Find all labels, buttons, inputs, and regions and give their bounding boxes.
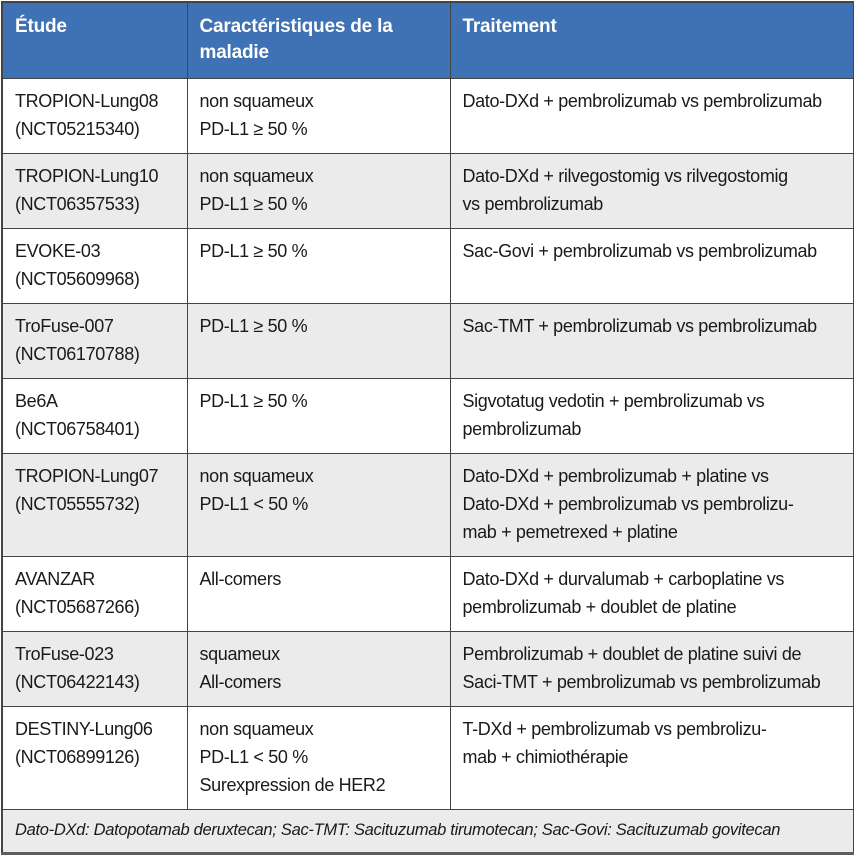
treatment-cell: Sac-Govi + pembrolizumab vs pembrolizuma… bbox=[449, 228, 854, 304]
table-row: EVOKE-03 (NCT05609968) PD-L1 ≥ 50 % Sac-… bbox=[1, 228, 854, 304]
column-header-caracteristiques: Caractéristiques de la maladie bbox=[186, 1, 451, 79]
footnote: Dato-DXd: Datopotamab deruxtecan; Sac-TM… bbox=[1, 809, 854, 854]
disease-cell: All-comers bbox=[186, 556, 451, 632]
treatment-text: Dato-DXd + durvalumab + carboplatine vs … bbox=[462, 569, 785, 617]
disease-cell: non squameux PD-L1 ≥ 50 % bbox=[186, 78, 451, 154]
study-cell: Be6A (NCT06758401) bbox=[1, 378, 188, 454]
table-body: TROPION-Lung08 (NCT05215340) non squameu… bbox=[1, 78, 854, 810]
treatment-text: Dato-DXd + pembrolizumab + platine vs Da… bbox=[462, 466, 794, 542]
table-row: TROPION-Lung10 (NCT06357533) non squameu… bbox=[1, 153, 854, 229]
treatment-cell: Dato-DXd + pembrolizumab + platine vs Da… bbox=[449, 453, 854, 557]
treatment-cell: Sac-TMT + pembrolizumab vs pembrolizumab bbox=[449, 303, 854, 379]
disease-cell: non squameux PD-L1 < 50 % Surexpression … bbox=[186, 706, 451, 810]
table-header: Étude Caractéristiques de la maladie Tra… bbox=[1, 1, 854, 79]
study-cell: TroFuse-007 (NCT06170788) bbox=[1, 303, 188, 379]
treatment-text: Dato-DXd + pembrolizumab vs pembrolizuma… bbox=[462, 91, 823, 111]
study-cell: TROPION-Lung10 (NCT06357533) bbox=[1, 153, 188, 229]
disease-cell: PD-L1 ≥ 50 % bbox=[186, 303, 451, 379]
study-text: TroFuse-007 (NCT06170788) bbox=[15, 316, 140, 364]
table-row: Be6A (NCT06758401) PD-L1 ≥ 50 % Sigvotat… bbox=[1, 378, 854, 454]
header-row: Étude Caractéristiques de la maladie Tra… bbox=[1, 1, 854, 79]
study-cell: DESTINY-Lung06 (NCT06899126) bbox=[1, 706, 188, 810]
treatment-cell: T-DXd + pembrolizumab vs pembrolizu- mab… bbox=[449, 706, 854, 810]
table-row: TroFuse-023 (NCT06422143) squameux All-c… bbox=[1, 631, 854, 707]
treatment-text: Dato-DXd + rilvegostomig vs rilvegostomi… bbox=[462, 166, 789, 214]
disease-text: non squameux PD-L1 < 50 % Surexpression … bbox=[199, 719, 386, 795]
treatment-text: Pembrolizumab + doublet de platine suivi… bbox=[462, 644, 821, 692]
table-footer: Dato-DXd: Datopotamab deruxtecan; Sac-TM… bbox=[1, 809, 854, 854]
table-row: DESTINY-Lung06 (NCT06899126) non squameu… bbox=[1, 706, 854, 810]
treatment-cell: Sigvotatug vedotin + pembrolizumab vs pe… bbox=[449, 378, 854, 454]
disease-text: PD-L1 ≥ 50 % bbox=[199, 241, 308, 261]
disease-cell: PD-L1 ≥ 50 % bbox=[186, 228, 451, 304]
footnote-text: Dato-DXd: Datopotamab deruxtecan; Sac-TM… bbox=[15, 821, 781, 839]
treatment-text: Sac-TMT + pembrolizumab vs pembrolizumab bbox=[462, 316, 818, 336]
table-row: TroFuse-007 (NCT06170788) PD-L1 ≥ 50 % S… bbox=[1, 303, 854, 379]
disease-text: All-comers bbox=[199, 569, 282, 589]
table-row: TROPION-Lung07 (NCT05555732) non squameu… bbox=[1, 453, 854, 557]
study-cell: AVANZAR (NCT05687266) bbox=[1, 556, 188, 632]
study-cell: EVOKE-03 (NCT05609968) bbox=[1, 228, 188, 304]
table-row: AVANZAR (NCT05687266) All-comers Dato-DX… bbox=[1, 556, 854, 632]
disease-text: non squameux PD-L1 ≥ 50 % bbox=[199, 166, 314, 214]
treatment-text: Sac-Govi + pembrolizumab vs pembrolizuma… bbox=[462, 241, 818, 261]
column-header-traitement: Traitement bbox=[449, 1, 854, 79]
treatment-cell: Pembrolizumab + doublet de platine suivi… bbox=[449, 631, 854, 707]
study-text: TROPION-Lung10 (NCT06357533) bbox=[15, 166, 159, 214]
footnote-row: Dato-DXd: Datopotamab deruxtecan; Sac-TM… bbox=[1, 809, 854, 854]
disease-text: PD-L1 ≥ 50 % bbox=[199, 316, 308, 336]
treatment-cell: Dato-DXd + rilvegostomig vs rilvegostomi… bbox=[449, 153, 854, 229]
treatment-text: Sigvotatug vedotin + pembrolizumab vs pe… bbox=[462, 391, 765, 439]
disease-cell: squameux All-comers bbox=[186, 631, 451, 707]
disease-text: PD-L1 ≥ 50 % bbox=[199, 391, 308, 411]
disease-text: non squameux PD-L1 ≥ 50 % bbox=[199, 91, 314, 139]
table-row: TROPION-Lung08 (NCT05215340) non squameu… bbox=[1, 78, 854, 154]
study-cell: TROPION-Lung07 (NCT05555732) bbox=[1, 453, 188, 557]
study-text: EVOKE-03 (NCT05609968) bbox=[15, 241, 140, 289]
study-text: TROPION-Lung07 (NCT05555732) bbox=[15, 466, 159, 514]
study-text: TroFuse-023 (NCT06422143) bbox=[15, 644, 140, 692]
treatment-cell: Dato-DXd + durvalumab + carboplatine vs … bbox=[449, 556, 854, 632]
study-cell: TROPION-Lung08 (NCT05215340) bbox=[1, 78, 188, 154]
study-text: Be6A (NCT06758401) bbox=[15, 391, 140, 439]
study-text: TROPION-Lung08 (NCT05215340) bbox=[15, 91, 159, 139]
study-cell: TroFuse-023 (NCT06422143) bbox=[1, 631, 188, 707]
disease-cell: PD-L1 ≥ 50 % bbox=[186, 378, 451, 454]
study-text: DESTINY-Lung06 (NCT06899126) bbox=[15, 719, 153, 767]
disease-text: squameux All-comers bbox=[199, 644, 282, 692]
disease-text: non squameux PD-L1 < 50 % bbox=[199, 466, 314, 514]
study-text: AVANZAR (NCT05687266) bbox=[15, 569, 140, 617]
disease-cell: non squameux PD-L1 ≥ 50 % bbox=[186, 153, 451, 229]
column-header-etude: Étude bbox=[1, 1, 188, 79]
treatment-text: T-DXd + pembrolizumab vs pembrolizu- mab… bbox=[462, 719, 767, 767]
treatment-cell: Dato-DXd + pembrolizumab vs pembrolizuma… bbox=[449, 78, 854, 154]
disease-cell: non squameux PD-L1 < 50 % bbox=[186, 453, 451, 557]
